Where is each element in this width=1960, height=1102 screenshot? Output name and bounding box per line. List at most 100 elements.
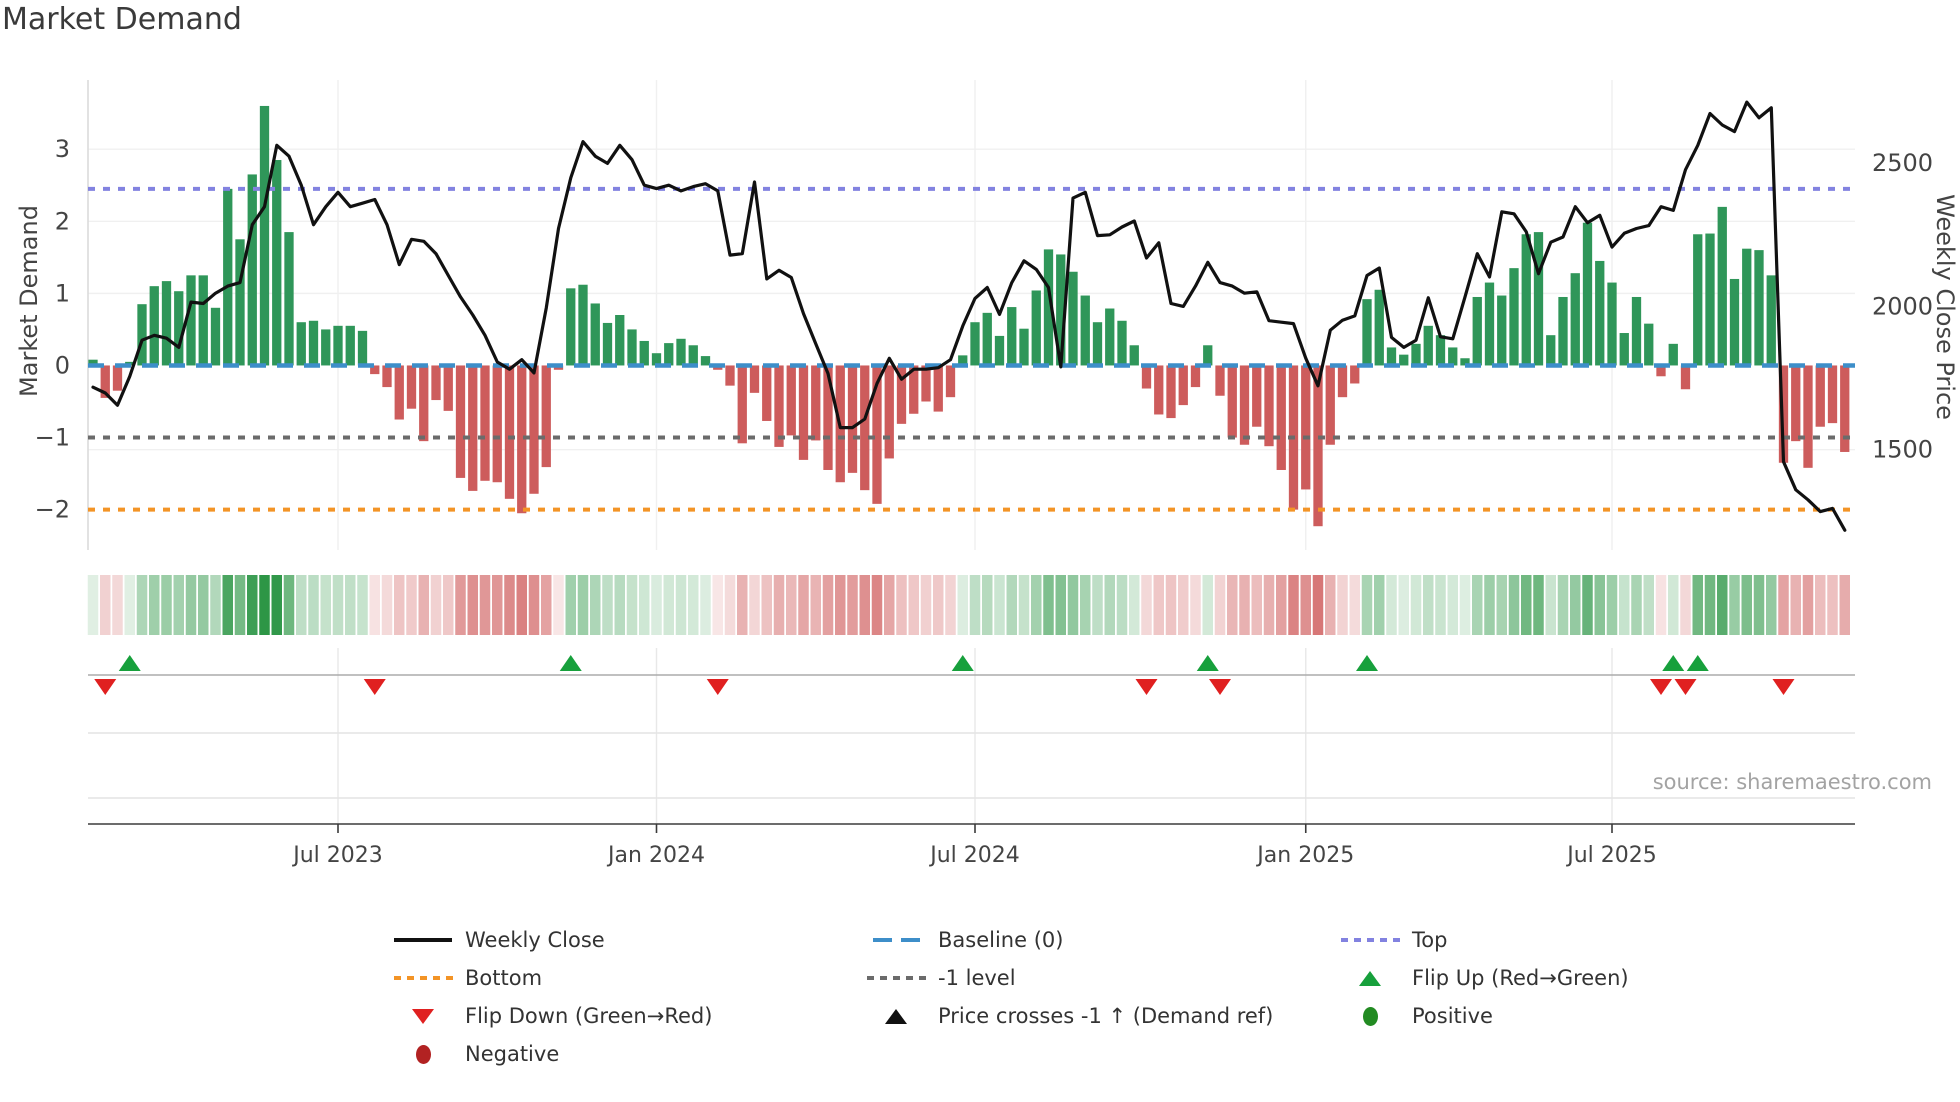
heat-cell xyxy=(124,575,135,635)
demand-bar-negative xyxy=(1178,365,1188,406)
demand-bar-positive xyxy=(149,286,159,366)
heat-cell xyxy=(467,575,478,635)
demand-bar-negative xyxy=(419,365,429,442)
heat-cell xyxy=(504,575,515,635)
heat-cell xyxy=(773,575,785,635)
flip-down-marker xyxy=(1209,679,1231,695)
demand-bar-positive xyxy=(1546,335,1556,366)
demand-bar-positive xyxy=(1717,206,1727,366)
heat-cell xyxy=(920,575,932,635)
heat-cell xyxy=(1619,575,1630,635)
demand-bar-positive xyxy=(161,281,172,366)
demand-bar-positive xyxy=(1607,282,1617,366)
demand-bar-positive xyxy=(566,288,576,366)
heat-cell xyxy=(1006,575,1017,635)
demand-bar-negative xyxy=(1313,365,1323,527)
heat-cell xyxy=(1141,575,1152,635)
source-credit: source: sharemaestro.com xyxy=(1652,770,1932,794)
heat-cell xyxy=(957,575,968,635)
demand-bar-positive xyxy=(958,355,968,366)
demand-bar-positive xyxy=(174,291,184,366)
demand-bar-negative xyxy=(1190,365,1201,388)
demand-bar-positive xyxy=(1521,234,1531,366)
heat-cell xyxy=(1815,575,1826,635)
heat-cell xyxy=(786,575,797,635)
demand-bar-negative xyxy=(1239,365,1250,445)
demand-bar-negative xyxy=(1325,365,1335,445)
heat-cell xyxy=(369,575,380,635)
demand-bar-negative xyxy=(394,365,404,420)
demand-bar-negative xyxy=(1791,365,1801,442)
demand-bar-positive xyxy=(1570,273,1580,366)
demand-bar-negative xyxy=(860,365,870,491)
demand-bar-positive xyxy=(247,174,257,366)
demand-bar-positive xyxy=(1399,354,1409,366)
heat-cell xyxy=(1655,575,1667,635)
chart-title: Market Demand xyxy=(2,2,242,37)
demand-bar-positive xyxy=(235,239,245,366)
heat-cell xyxy=(430,575,442,635)
heat-cell xyxy=(688,575,699,635)
demand-bar-negative xyxy=(1301,365,1311,490)
heat-cell xyxy=(1423,575,1434,635)
demand-bar-negative xyxy=(811,365,821,441)
demand-bar-positive xyxy=(1068,271,1078,366)
heat-cell xyxy=(1325,575,1336,635)
heat-cell xyxy=(1067,575,1079,635)
demand-bar-positive xyxy=(223,188,233,366)
heat-cell xyxy=(1717,575,1728,635)
demand-bar-negative xyxy=(847,365,858,473)
heat-cell xyxy=(1337,575,1348,635)
demand-bar-negative xyxy=(1252,365,1262,427)
demand-bar-negative xyxy=(455,365,466,478)
heat-cell xyxy=(271,575,282,635)
demand-bar-negative xyxy=(112,365,123,391)
heat-cell xyxy=(173,575,184,635)
demand-bar-positive xyxy=(1411,343,1421,366)
heat-cell xyxy=(1055,575,1066,635)
heat-cell xyxy=(1472,575,1483,635)
demand-bar-positive xyxy=(676,338,686,366)
heat-cell xyxy=(1496,575,1507,635)
demand-bar-negative xyxy=(1778,365,1789,463)
right-axis-title: Weekly Close Price xyxy=(1931,194,1959,420)
heat-cell xyxy=(381,575,393,635)
heat-cell xyxy=(761,575,772,635)
heat-cell xyxy=(1521,575,1532,635)
demand-bar-negative xyxy=(1827,365,1838,424)
heat-cell xyxy=(1741,575,1752,635)
demand-bar-positive xyxy=(639,340,649,366)
demand-bar-positive xyxy=(198,275,208,366)
heat-cell xyxy=(859,575,870,635)
demand-bar-positive xyxy=(1472,296,1482,366)
demand-bar-positive xyxy=(1619,333,1629,366)
demand-bar-negative xyxy=(1264,365,1274,447)
heat-cell xyxy=(1178,575,1189,635)
demand-bar-positive xyxy=(1497,295,1507,366)
heat-cell xyxy=(871,575,883,635)
left-tick-label: 2 xyxy=(55,207,70,235)
heat-cell xyxy=(1582,575,1593,635)
heat-cell xyxy=(1031,575,1042,635)
right-tick-label: 1500 xyxy=(1872,436,1933,464)
demand-bar-negative xyxy=(517,365,527,514)
heat-cell xyxy=(345,575,356,635)
demand-bar-negative xyxy=(909,365,919,414)
heat-cell xyxy=(1631,575,1642,635)
demand-bar-negative xyxy=(725,365,735,386)
demand-bar-positive xyxy=(1203,345,1213,366)
demand-bar-positive xyxy=(1558,296,1568,366)
demand-bar-positive xyxy=(1105,308,1115,366)
heat-cell xyxy=(136,575,148,635)
demand-bar-negative xyxy=(798,365,809,460)
demand-bar-positive xyxy=(615,315,625,366)
heat-cell xyxy=(1827,575,1838,635)
heat-cell xyxy=(516,575,527,635)
flip-down-marker xyxy=(1674,679,1697,695)
heat-cell xyxy=(798,575,809,635)
heat-cell xyxy=(1288,575,1299,635)
heat-cell xyxy=(675,575,687,635)
heat-cell xyxy=(1386,575,1397,635)
left-tick-label: −1 xyxy=(35,424,70,452)
